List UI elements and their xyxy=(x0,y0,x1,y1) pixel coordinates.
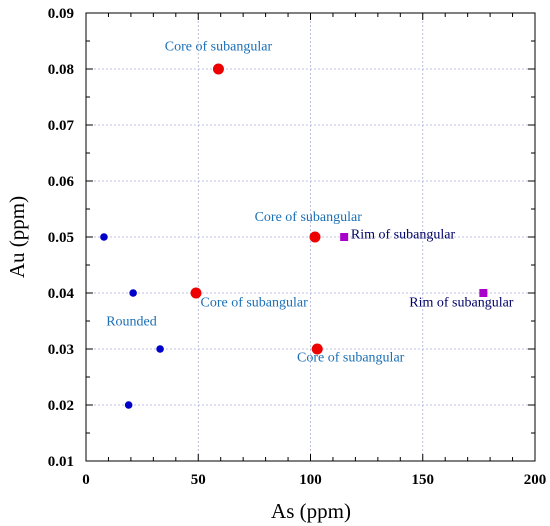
annotation-label: Rim of subangular xyxy=(409,295,514,310)
data-point-circle xyxy=(124,401,133,409)
tick-labels: 0 50 100 150 200 0.01 0.02 0.03 0.04 0.05 0.06 0.07… xyxy=(48,6,547,488)
x-tick-label: 50 xyxy=(191,472,206,488)
data-point-circle xyxy=(100,233,108,241)
data-point-square xyxy=(479,289,488,297)
annotations: Core of subangular Core of subangular Rim … xyxy=(106,40,514,366)
x-tick-label: 200 xyxy=(524,472,547,488)
annotation-label: Core of subangular xyxy=(297,350,405,365)
y-tick-label: 0.03 xyxy=(48,342,74,358)
x-axis-label: As (ppm) xyxy=(271,499,351,523)
y-tick-label: 0.09 xyxy=(48,6,74,22)
y-tick-label: 0.04 xyxy=(48,286,75,302)
data-point-circle xyxy=(212,63,224,75)
data-point-circle xyxy=(311,343,323,355)
data-point-square xyxy=(340,233,349,241)
annotation-label: Core of subangular xyxy=(255,210,363,225)
annotation-label: Core of subangular xyxy=(200,295,308,310)
annotation-label: Rim of subangular xyxy=(351,228,456,243)
y-tick-label: 0.08 xyxy=(48,62,74,78)
annotation-label: Core of subangular xyxy=(165,40,273,55)
y-tick-label: 0.05 xyxy=(48,230,74,246)
data-point-circle xyxy=(309,231,321,243)
x-tick-label: 0 xyxy=(82,472,90,488)
plot-frame xyxy=(85,12,536,462)
y-axis-label: Au (ppm) xyxy=(5,196,29,278)
annotation-label: Rounded xyxy=(106,314,157,329)
y-tick-label: 0.07 xyxy=(48,118,75,134)
x-tick-label: 150 xyxy=(412,472,435,488)
data-point-circle xyxy=(190,287,202,299)
y-tick-label: 0.02 xyxy=(48,398,74,414)
y-tick-label: 0.06 xyxy=(48,174,75,190)
data-points xyxy=(100,63,488,409)
y-tick-label: 0.01 xyxy=(48,454,74,470)
data-point-circle xyxy=(129,289,137,297)
x-tick-label: 100 xyxy=(299,472,322,488)
data-point-circle xyxy=(156,345,164,353)
